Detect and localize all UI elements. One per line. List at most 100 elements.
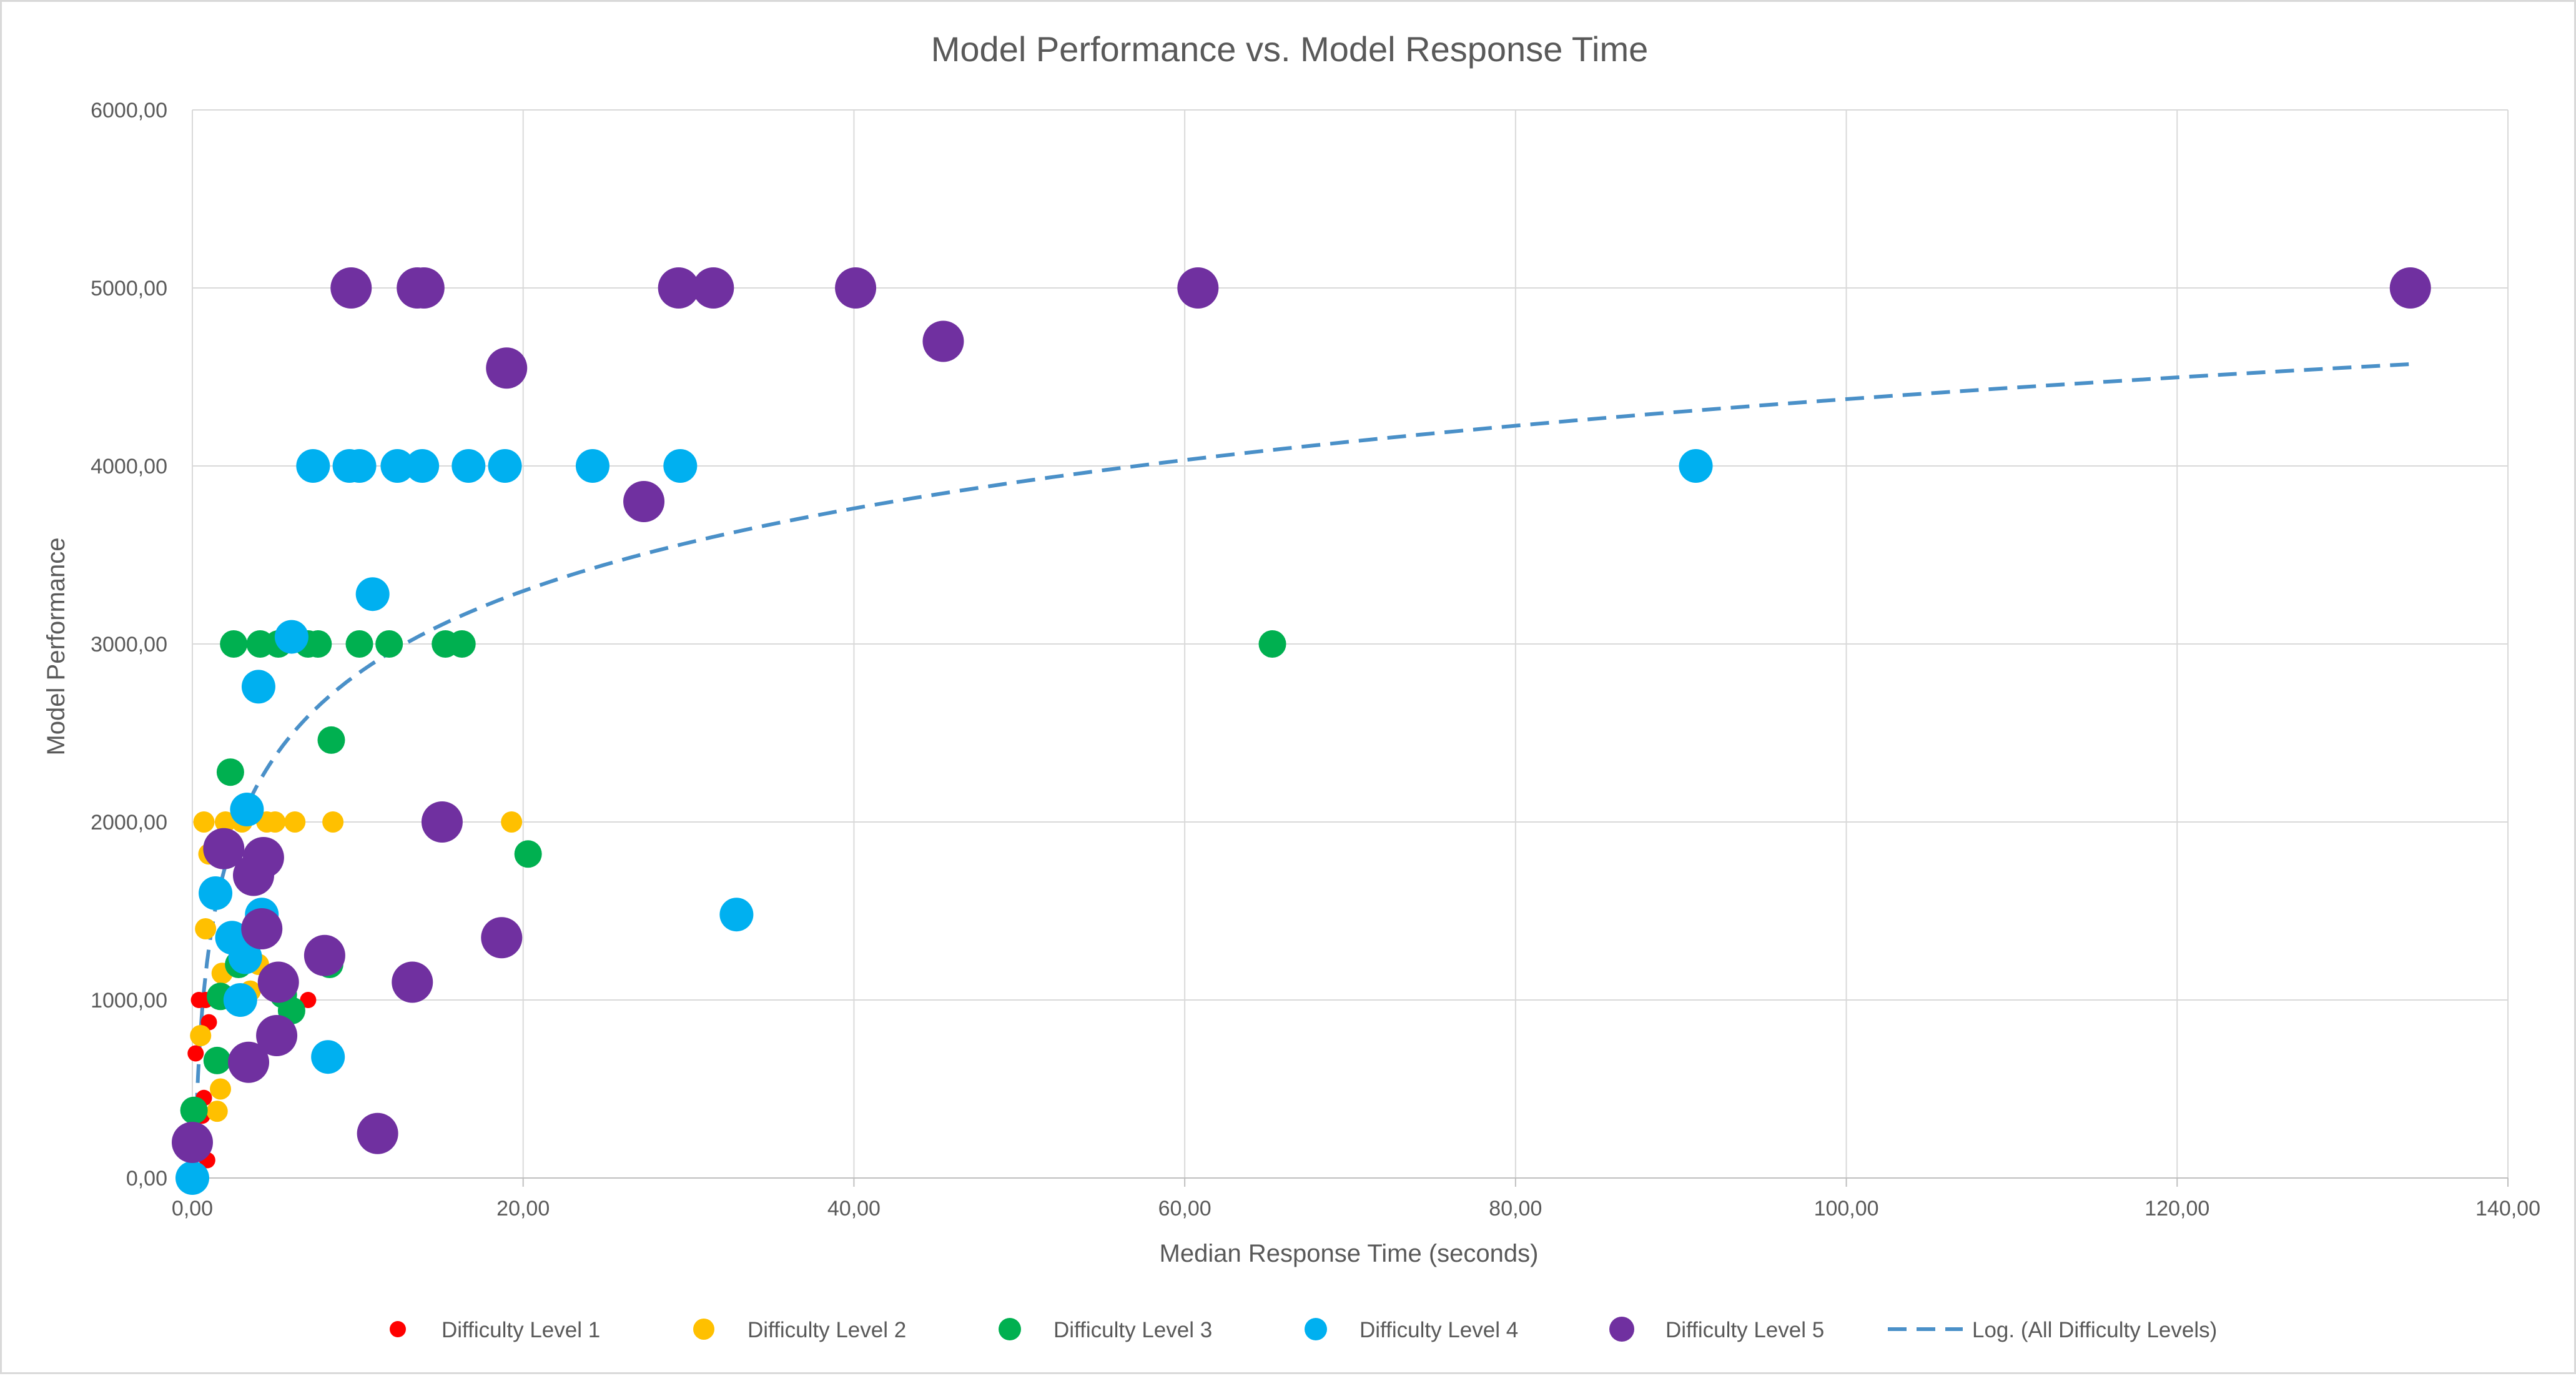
data-point (210, 1078, 232, 1100)
legend-marker (999, 1318, 1021, 1340)
data-point (300, 992, 317, 1008)
data-point (256, 1015, 298, 1056)
data-point (719, 898, 754, 932)
data-point (486, 347, 528, 389)
legend-marker (1609, 1317, 1634, 1342)
data-point (296, 449, 330, 483)
data-point (330, 267, 372, 309)
legend-marker (693, 1319, 714, 1340)
data-point (241, 670, 275, 704)
legend: Difficulty Level 1 Difficulty Level 2 Diff… (390, 1317, 2217, 1342)
data-point (693, 267, 734, 309)
data-point (922, 320, 964, 362)
data-point (392, 961, 433, 1003)
data-point (1679, 449, 1713, 483)
data-point (230, 793, 264, 827)
y-tick-label: 4000,00 (91, 455, 167, 478)
data-point (403, 267, 445, 309)
data-point (274, 620, 308, 654)
y-tick-label: 1000,00 (91, 989, 167, 1012)
series-5 (172, 267, 2431, 1163)
data-point (375, 630, 403, 658)
series-3 (180, 630, 1286, 1124)
y-axis-title: Model Performance (42, 537, 70, 755)
data-point (658, 267, 699, 309)
legend-label: Difficulty Level 3 (1054, 1318, 1212, 1342)
legend-marker (390, 1321, 406, 1337)
data-point (220, 630, 248, 658)
data-point (257, 961, 299, 1003)
data-point (203, 828, 245, 869)
legend-label: Difficulty Level 1 (442, 1318, 600, 1342)
y-tick-label: 3000,00 (91, 633, 167, 656)
x-tick-label: 60,00 (1158, 1197, 1212, 1220)
data-point (342, 449, 377, 483)
data-point (514, 840, 542, 868)
data-point (481, 917, 523, 959)
data-point (421, 801, 463, 843)
y-tick-label: 6000,00 (91, 99, 167, 122)
data-point (575, 449, 609, 483)
y-tick-label: 5000,00 (91, 277, 167, 300)
data-point (214, 811, 236, 833)
points-layer (172, 267, 2431, 1195)
data-point (501, 811, 523, 833)
data-point (405, 449, 440, 483)
y-tick-label: 2000,00 (91, 811, 167, 834)
grid-layer (192, 109, 2509, 1179)
data-point (199, 876, 233, 910)
data-point (228, 1041, 270, 1083)
data-point (242, 837, 284, 878)
data-point (228, 940, 262, 974)
data-point (216, 758, 244, 786)
data-point (264, 811, 286, 833)
data-point (303, 934, 345, 976)
data-point (317, 726, 345, 754)
x-tick-label: 0,00 (172, 1197, 213, 1220)
trend-layer (194, 362, 2411, 1141)
tick-layer: 0,00 1000,00 2000,00 3000,00 4000,00 5000,00 6… (91, 99, 2540, 1220)
legend-label: Difficulty Level 4 (1360, 1318, 1518, 1342)
chart-title: Model Performance vs. Model Response Tim… (931, 29, 1649, 69)
x-tick-label: 80,00 (1489, 1197, 1542, 1220)
legend-label: Log. (All Difficulty Levels) (1972, 1318, 2217, 1342)
data-point (195, 918, 217, 939)
legend-label: Difficulty Level 5 (1666, 1318, 1824, 1342)
data-point (241, 908, 283, 949)
data-point (175, 1161, 209, 1195)
data-point (203, 1046, 231, 1074)
data-point (190, 1025, 212, 1046)
data-point (663, 449, 698, 483)
data-point (311, 1040, 345, 1074)
data-point (322, 811, 344, 833)
data-point (380, 449, 415, 483)
data-point (357, 1112, 398, 1154)
data-point (623, 481, 665, 522)
x-axis-title: Median Response Time (seconds) (1160, 1240, 1539, 1267)
series-4 (175, 449, 1713, 1195)
legend-marker (1305, 1318, 1327, 1340)
x-tick-label: 20,00 (496, 1197, 550, 1220)
data-point (206, 1101, 228, 1122)
x-tick-label: 40,00 (827, 1197, 881, 1220)
y-tick-label: 0,00 (126, 1167, 167, 1190)
data-point (304, 630, 332, 658)
trendline (194, 362, 2411, 1141)
x-tick-label: 120,00 (2144, 1197, 2209, 1220)
data-point (223, 983, 257, 1017)
data-point (180, 1096, 208, 1124)
legend-label: Difficulty Level 2 (748, 1318, 906, 1342)
data-point (452, 449, 486, 483)
x-tick-label: 100,00 (1814, 1197, 1879, 1220)
data-point (448, 630, 476, 658)
data-point (284, 811, 306, 833)
data-point (1177, 267, 1219, 309)
axis-layer (192, 1177, 2509, 1187)
data-point (2389, 267, 2431, 309)
data-point (193, 811, 215, 833)
data-point (835, 267, 877, 309)
data-point (488, 449, 522, 483)
data-point (355, 577, 390, 611)
